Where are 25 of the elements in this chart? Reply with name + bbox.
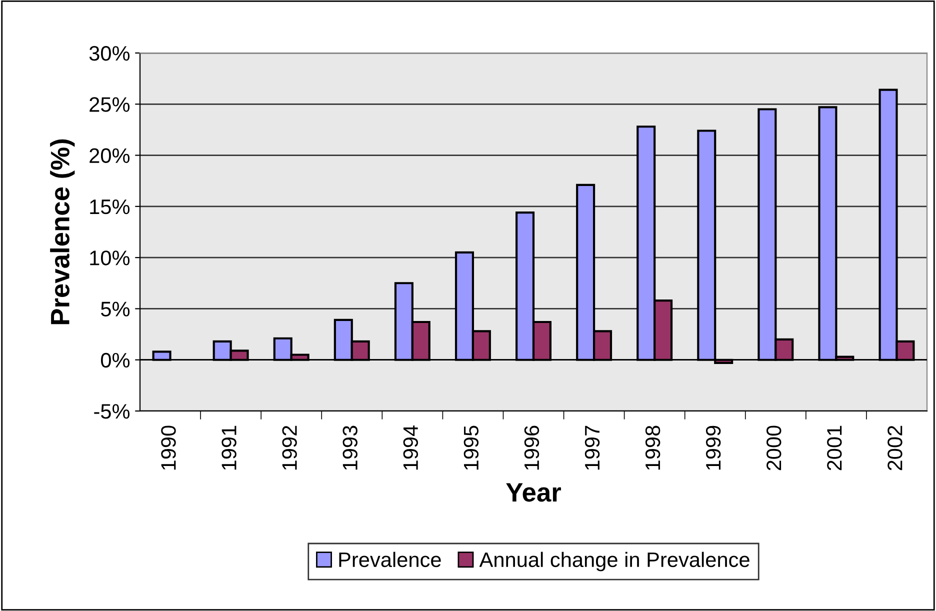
y-tick-label: 15% [90, 200, 130, 214]
x-tick-label: 2001 [827, 426, 842, 470]
y-tick-label: 0% [100, 352, 130, 368]
y-tick-label: 10% [90, 250, 130, 266]
y-tick-label: 20% [90, 148, 130, 164]
x-tick-label: 2000 [766, 426, 782, 470]
y-tick-label: -5% [94, 404, 130, 419]
x-tick-label: 1997 [584, 426, 600, 470]
x-tick-label: 1999 [706, 426, 721, 470]
legend-label: Annual change in Prevalence [479, 552, 750, 572]
x-tick-label: 1998 [645, 426, 660, 470]
y-axis-title: Prevalence (%) [50, 139, 75, 324]
x-tick-label: 1993 [342, 426, 358, 470]
x-axis-title: Year [506, 483, 561, 502]
x-tick-label: 1990 [161, 426, 176, 470]
y-tick-label: 30% [89, 46, 130, 61]
x-tick-label: 1996 [524, 426, 540, 470]
y-tick-label: 25% [90, 97, 130, 112]
y-tick-label: 5% [101, 302, 130, 316]
x-tick-label: 2002 [888, 426, 902, 470]
legend-label: Prevalence [339, 552, 441, 568]
x-tick-label: 1992 [282, 426, 297, 470]
x-tick-label: 1995 [464, 426, 479, 470]
x-tick-label: 1991 [222, 426, 236, 470]
x-tick-label: 1994 [403, 425, 418, 470]
